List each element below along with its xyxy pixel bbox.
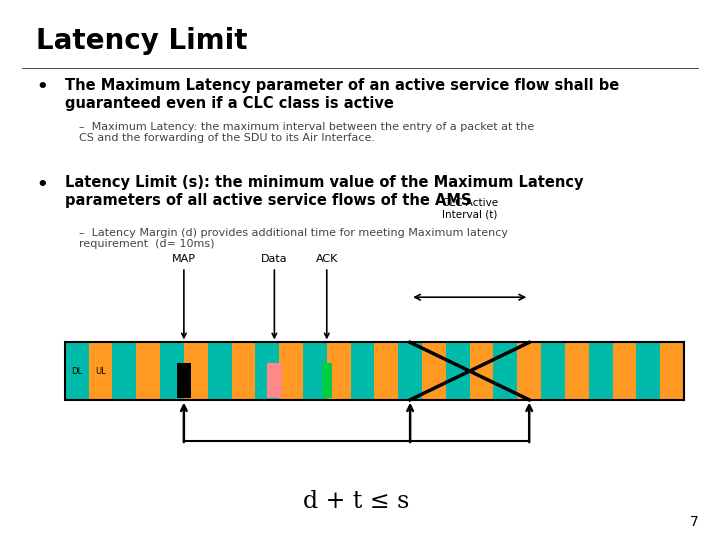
Text: –  Latency Margin (d) provides additional time for meeting Maximum latency
requi: – Latency Margin (d) provides additional…	[79, 228, 508, 249]
Text: Latency Limit: Latency Limit	[36, 27, 248, 55]
Bar	[517, 342, 541, 400]
Text: 7: 7	[690, 515, 698, 529]
Bar	[89, 342, 112, 400]
Bar	[322, 363, 332, 397]
Bar	[279, 342, 303, 400]
Bar	[112, 342, 136, 400]
Bar	[256, 342, 279, 400]
Bar	[207, 342, 232, 400]
Bar	[660, 342, 684, 400]
Text: CLC Active
Interval (t): CLC Active Interval (t)	[441, 198, 498, 219]
Bar	[589, 342, 613, 400]
Bar	[160, 342, 184, 400]
Bar	[541, 342, 565, 400]
Bar	[65, 342, 89, 400]
Bar	[136, 342, 160, 400]
Text: ACK: ACK	[315, 254, 338, 338]
Text: DL: DL	[71, 367, 82, 376]
Bar	[636, 342, 660, 400]
Text: The Maximum Latency parameter of an active service flow shall be
guaranteed even: The Maximum Latency parameter of an acti…	[65, 78, 619, 111]
Text: MAP: MAP	[172, 254, 196, 338]
Text: •: •	[36, 78, 48, 96]
Bar	[65, 342, 684, 400]
Text: d + t ≤ s: d + t ≤ s	[303, 490, 410, 513]
Text: UL: UL	[95, 367, 106, 376]
Bar	[176, 363, 191, 397]
Bar	[374, 342, 398, 400]
Bar	[398, 342, 422, 400]
Text: •: •	[36, 176, 48, 193]
Bar	[303, 342, 327, 400]
Text: Latency Limit (s): the minimum value of the Maximum Latency
parameters of all ac: Latency Limit (s): the minimum value of …	[65, 176, 583, 208]
Bar	[422, 342, 446, 400]
Bar	[327, 342, 351, 400]
Bar	[565, 342, 589, 400]
Bar	[232, 342, 256, 400]
Bar	[267, 363, 282, 397]
Bar	[351, 342, 374, 400]
Bar	[493, 342, 517, 400]
Text: –  Maximum Latency: the maximum interval between the entry of a packet at the
CS: – Maximum Latency: the maximum interval …	[79, 122, 534, 143]
Bar	[446, 342, 469, 400]
Text: Data: Data	[261, 254, 288, 338]
Bar	[469, 342, 493, 400]
Bar	[613, 342, 636, 400]
Bar	[184, 342, 207, 400]
